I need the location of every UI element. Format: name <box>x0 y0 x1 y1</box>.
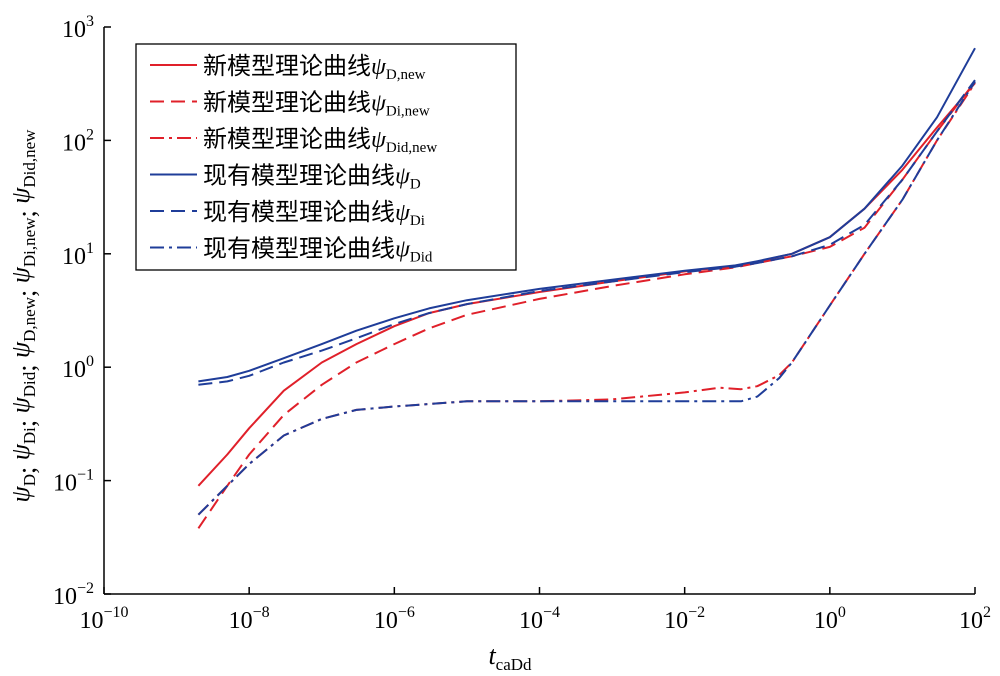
legend-label-text: 新模型理论曲线 <box>203 126 371 153</box>
x-tick-label: 100 <box>814 604 846 634</box>
y-tick-base: 10 <box>53 584 77 610</box>
y-axis-title-symbol: ψ <box>6 443 35 460</box>
y-tick-label: 100 <box>62 353 94 383</box>
x-axis-title-symbol: t <box>488 641 496 670</box>
legend-symbol: ψ <box>371 54 387 80</box>
y-axis-title: ψD; ψDi; ψDid; ψD,new; ψDi,new; ψDid,new <box>6 129 41 503</box>
y-axis-title-symbol: ψ <box>6 485 35 502</box>
legend-label-3: 新模型理论曲线ψDid,new <box>203 126 437 156</box>
legend-subscript: D <box>410 177 421 193</box>
x-tick-exponent: 2 <box>983 604 991 621</box>
x-tick-label: 10−2 <box>664 604 705 634</box>
x-tick-label: 10−6 <box>374 604 415 634</box>
y-tick-base: 10 <box>62 130 86 156</box>
legend-symbol: ψ <box>371 91 387 117</box>
y-axis-title-subscript: Di,new <box>20 217 39 267</box>
y-tick-exponent: −2 <box>77 580 94 597</box>
legend-label-text: 新模型理论曲线 <box>203 53 371 80</box>
series-line-2 <box>197 80 976 529</box>
y-axis-title-separator: ; <box>12 204 41 218</box>
series-line-4 <box>198 47 976 383</box>
legend-label-6: 现有模型理论曲线ψDid <box>203 236 433 266</box>
y-axis-title-symbol: ψ <box>6 187 35 204</box>
y-tick-exponent: 0 <box>86 353 94 370</box>
series-line-6 <box>197 81 976 516</box>
y-axis-title-subscript: Did <box>20 371 39 397</box>
x-axis-ticks: 10−10 10−8 10−6 10−4 10−2 100 102 <box>79 587 991 634</box>
x-tick-base: 10 <box>79 608 103 634</box>
legend-box <box>135 43 517 271</box>
y-tick-exponent: 3 <box>86 13 94 30</box>
y-tick-label: 103 <box>62 13 94 43</box>
series-line-3 <box>197 82 976 516</box>
y-tick-base: 10 <box>53 471 77 497</box>
y-tick-label: 10−1 <box>53 467 94 497</box>
legend-label-2: 新模型理论曲线ψDi,new <box>203 90 430 120</box>
legend-subscript: Did,new <box>386 140 437 156</box>
y-axis-title-separator: ; <box>12 358 41 372</box>
legend-subscript: Di <box>410 213 425 229</box>
x-tick-base: 10 <box>519 608 543 634</box>
x-tick-exponent: −6 <box>398 604 415 621</box>
legend-symbol: ψ <box>395 200 411 226</box>
series-layer <box>197 47 976 529</box>
x-tick-exponent: −4 <box>543 604 560 621</box>
y-tick-base: 10 <box>62 17 86 43</box>
x-tick-label: 10−10 <box>79 604 128 634</box>
legend-label-5: 现有模型理论曲线ψDi <box>203 199 425 229</box>
legend-label-1: 新模型理论曲线ψD,new <box>203 53 426 83</box>
x-tick-base: 10 <box>664 608 688 634</box>
y-tick-label: 102 <box>62 126 94 156</box>
y-axis-title-symbol: ψ <box>6 396 35 413</box>
y-axis-title-separator: ; <box>12 283 41 297</box>
legend-subscript: Did <box>410 250 433 266</box>
x-tick-label: 102 <box>959 604 991 634</box>
legend-symbol: ψ <box>371 127 387 153</box>
y-axis-title-symbol: ψ <box>6 341 35 358</box>
x-tick-base: 10 <box>814 608 838 634</box>
x-tick-base: 10 <box>229 608 253 634</box>
legend-symbol: ψ <box>395 237 411 263</box>
x-tick-exponent: −2 <box>688 604 705 621</box>
y-tick-exponent: −1 <box>77 467 94 484</box>
y-axis-title-subscript: D <box>20 474 39 486</box>
x-tick-label: 10−8 <box>229 604 270 634</box>
legend-label-text: 现有模型理论曲线 <box>203 163 395 190</box>
y-tick-base: 10 <box>62 357 86 383</box>
legend: 新模型理论曲线ψD,new新模型理论曲线ψDi,new新模型理论曲线ψDid,n… <box>150 53 437 266</box>
x-tick-exponent: −8 <box>253 604 270 621</box>
y-tick-label: 10−2 <box>53 580 94 610</box>
x-tick-base: 10 <box>374 608 398 634</box>
y-tick-exponent: 1 <box>86 240 94 257</box>
legend-label-4: 现有模型理论曲线ψD <box>203 163 421 193</box>
legend-subscript: D,new <box>386 67 426 83</box>
x-tick-exponent: −10 <box>103 604 128 621</box>
y-axis-title-subscript: Di <box>20 427 39 444</box>
y-tick-label: 101 <box>62 240 94 270</box>
series-line-5 <box>198 79 976 386</box>
x-axis-title: tcaDd <box>488 641 532 674</box>
y-axis-title-symbol: ψ <box>6 266 35 283</box>
x-axis-title-subscript: caDd <box>496 655 532 674</box>
x-tick-base: 10 <box>959 608 983 634</box>
y-tick-exponent: 2 <box>86 126 94 143</box>
legend-symbol: ψ <box>395 164 411 190</box>
y-axis-title-separator: ; <box>12 460 41 474</box>
y-axis-title-subscript: Did,new <box>20 129 39 188</box>
y-tick-base: 10 <box>62 244 86 270</box>
x-tick-exponent: 0 <box>838 604 846 621</box>
legend-label-text: 现有模型理论曲线 <box>203 236 395 263</box>
x-tick-label: 10−4 <box>519 604 560 634</box>
legend-subscript: Di,new <box>386 104 430 120</box>
legend-label-text: 现有模型理论曲线 <box>203 199 395 226</box>
y-axis-title-subscript: D,new <box>20 296 39 342</box>
y-axis-title-separator: ; <box>12 413 41 427</box>
legend-label-text: 新模型理论曲线 <box>203 90 371 117</box>
